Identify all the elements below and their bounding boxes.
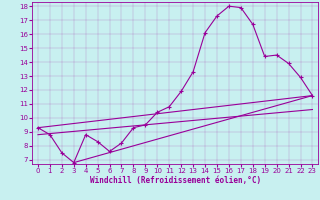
X-axis label: Windchill (Refroidissement éolien,°C): Windchill (Refroidissement éolien,°C) <box>90 176 261 185</box>
